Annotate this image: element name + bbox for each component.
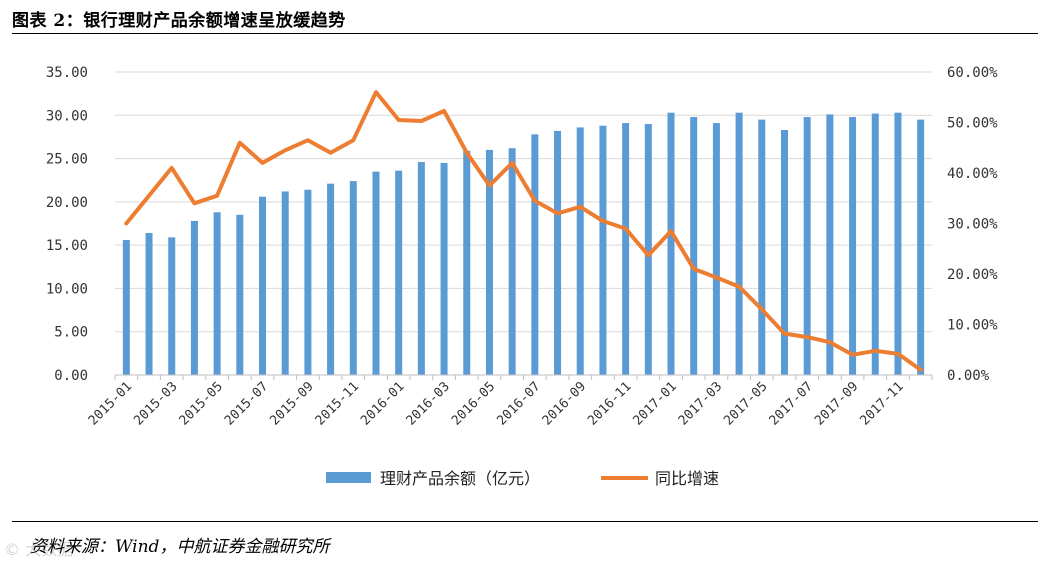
bar bbox=[259, 196, 267, 375]
x-tick-label: 2015-11 bbox=[313, 379, 362, 428]
bar bbox=[508, 148, 516, 375]
bar bbox=[213, 212, 221, 375]
bar bbox=[531, 134, 539, 375]
source-note: 资料来源：Wind，中航证券金融研究所 bbox=[30, 537, 330, 557]
x-tick-label: 2017-01 bbox=[630, 379, 679, 428]
x-axis: 2015-012015-032015-052015-072015-092015-… bbox=[86, 374, 933, 429]
y-right-tick-label: 0.00% bbox=[947, 368, 990, 384]
bar bbox=[758, 119, 766, 375]
bar bbox=[849, 117, 857, 375]
bar bbox=[735, 112, 743, 375]
bar bbox=[644, 123, 652, 375]
x-tick-label: 2017-09 bbox=[812, 379, 861, 428]
bar bbox=[236, 214, 244, 375]
bar bbox=[395, 170, 403, 375]
bar bbox=[417, 162, 425, 375]
bottom-rule bbox=[12, 521, 1038, 522]
bar bbox=[780, 130, 788, 375]
bar bbox=[826, 114, 834, 376]
y-left-tick-label: 20.00 bbox=[46, 195, 88, 211]
y-left-tick-label: 30.00 bbox=[46, 108, 88, 124]
y-right-tick-label: 10.00% bbox=[947, 318, 998, 334]
x-tick-label: 2017-03 bbox=[676, 379, 725, 428]
bar bbox=[599, 125, 607, 375]
y-left-tick-label: 5.00 bbox=[54, 325, 88, 341]
bar bbox=[463, 150, 471, 375]
x-tick-label: 2016-09 bbox=[540, 379, 589, 428]
y-right-tick-label: 30.00% bbox=[947, 217, 998, 233]
x-tick-label: 2016-01 bbox=[358, 379, 407, 428]
bar bbox=[281, 191, 289, 375]
bar bbox=[349, 181, 357, 375]
top-rule bbox=[12, 33, 1038, 34]
legend-bar-label: 理财产品余额（亿元） bbox=[380, 469, 540, 488]
bar bbox=[894, 112, 902, 375]
gridlines bbox=[115, 71, 932, 333]
bar-series bbox=[122, 112, 925, 376]
y-axis-right: 0.00% 10.00% 20.00% 30.00% 40.00% 50.00% 60.00… bbox=[947, 65, 998, 384]
bar bbox=[622, 123, 630, 375]
x-tick-label: 2015-09 bbox=[267, 379, 316, 428]
x-tick-label: 2015-01 bbox=[86, 379, 135, 428]
x-tick-label: 2017-05 bbox=[721, 379, 770, 428]
bar bbox=[485, 149, 493, 375]
bar bbox=[145, 233, 153, 375]
y-left-tick-label: 15.00 bbox=[46, 238, 88, 254]
y-right-tick-label: 60.00% bbox=[947, 65, 998, 81]
bar bbox=[372, 171, 380, 375]
legend-bar-swatch bbox=[326, 472, 371, 483]
y-right-tick-label: 40.00% bbox=[947, 166, 998, 182]
bar bbox=[917, 119, 925, 375]
y-right-tick-label: 20.00% bbox=[947, 267, 998, 283]
bar bbox=[576, 127, 584, 375]
x-tick-label: 2016-07 bbox=[494, 379, 543, 428]
y-left-tick-label: 25.00 bbox=[46, 152, 88, 168]
bar bbox=[190, 220, 198, 375]
bar bbox=[667, 112, 675, 375]
x-tick-label: 2017-11 bbox=[857, 379, 906, 428]
x-tick-label: 2017-07 bbox=[767, 379, 816, 428]
chart-svg: 2015-012015-032015-052015-072015-092015-… bbox=[46, 65, 998, 488]
bar bbox=[690, 117, 698, 375]
y-left-tick-label: 0.00 bbox=[54, 368, 88, 384]
bar bbox=[871, 113, 879, 375]
x-tick-label: 2015-03 bbox=[131, 379, 180, 428]
x-tick-label: 2015-05 bbox=[177, 379, 226, 428]
y-axis-left: 0.00 5.00 10.00 15.00 20.00 25.00 30.00 35.00 bbox=[46, 65, 88, 384]
y-left-tick-label: 35.00 bbox=[46, 65, 88, 81]
y-right-tick-label: 50.00% bbox=[947, 116, 998, 132]
bar bbox=[440, 162, 448, 375]
figure-title: 图表 2：银行理财产品余额增速呈放缓趋势 bbox=[12, 11, 346, 31]
y-left-tick-label: 10.00 bbox=[46, 281, 88, 297]
bar bbox=[304, 189, 312, 375]
bar bbox=[327, 183, 335, 375]
x-tick-label: 2015-07 bbox=[222, 379, 271, 428]
bar bbox=[803, 117, 811, 375]
x-tick-label: 2016-03 bbox=[404, 379, 453, 428]
watermark: © 大数据 bbox=[4, 540, 74, 559]
bar bbox=[712, 123, 720, 375]
line-series bbox=[124, 90, 923, 372]
bar bbox=[554, 130, 562, 375]
growth-line bbox=[124, 90, 923, 372]
legend-line-label: 同比增速 bbox=[655, 469, 719, 488]
bar bbox=[122, 239, 130, 375]
bar bbox=[168, 237, 176, 375]
x-tick-label: 2016-11 bbox=[585, 379, 634, 428]
legend: 理财产品余额（亿元） 同比增速 bbox=[326, 469, 719, 488]
x-tick-label: 2016-05 bbox=[449, 379, 498, 428]
